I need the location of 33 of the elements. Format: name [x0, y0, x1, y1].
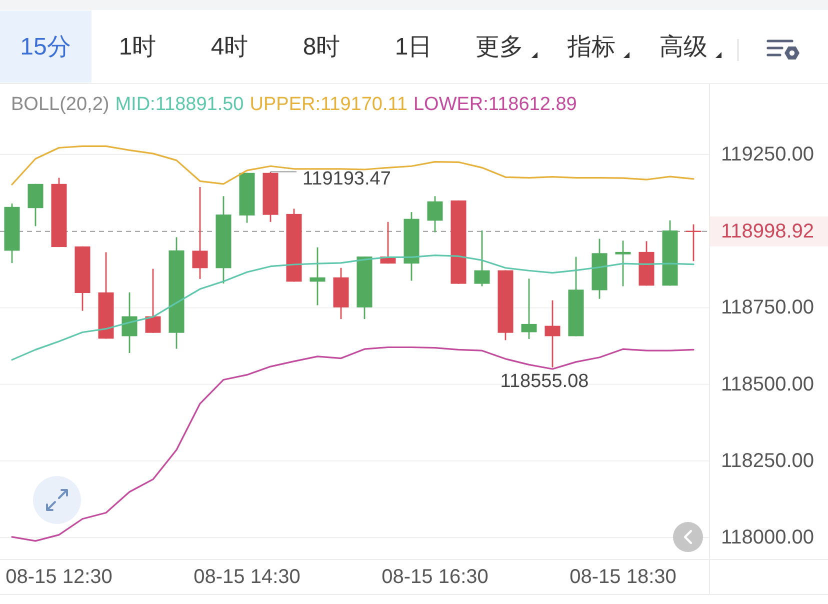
candlestick — [310, 246, 326, 306]
line-series — [11, 254, 694, 361]
candlestick — [544, 300, 560, 368]
line-series — [11, 145, 694, 186]
x-tick-label: 08-15 14:30 — [194, 566, 300, 588]
text: 更多 — [476, 34, 524, 60]
candlestick — [615, 240, 631, 287]
text: 4时 — [210, 34, 248, 60]
candlestick — [122, 292, 138, 354]
annotation: 118555.08 — [500, 370, 589, 392]
y-tick-label: 118750.00 — [721, 296, 814, 319]
candlestick — [521, 278, 537, 340]
y-tick-label: 118250.00 — [721, 450, 814, 472]
candlestick — [474, 230, 490, 287]
candlestick — [192, 186, 208, 280]
text: 指标 — [566, 34, 616, 60]
text: 8时 — [302, 34, 340, 60]
annotation: 119193.47 — [302, 168, 391, 190]
text: 118998.92 — [721, 220, 814, 242]
x-tick-label: 08-15 12:30 — [6, 566, 112, 588]
x-tick-label: 08-15 18:30 — [570, 566, 676, 588]
line-series — [11, 346, 694, 542]
candlestick — [145, 268, 161, 334]
text: 1日 — [394, 34, 432, 60]
text: 高级 — [660, 34, 708, 60]
text: 15分 — [20, 34, 71, 60]
legend: BOLL(20,2) MID:118891.50 UPPER:119170.11 LOWER:118612.89 — [11, 94, 577, 115]
text: 1时 — [118, 34, 156, 60]
y-tick-label: 119250.00 — [721, 143, 814, 166]
x-tick-label: 08-15 16:30 — [382, 566, 488, 588]
y-tick-label: 118500.00 — [721, 373, 814, 396]
y-tick-label: 118000.00 — [721, 526, 814, 549]
candlestick — [427, 195, 443, 234]
